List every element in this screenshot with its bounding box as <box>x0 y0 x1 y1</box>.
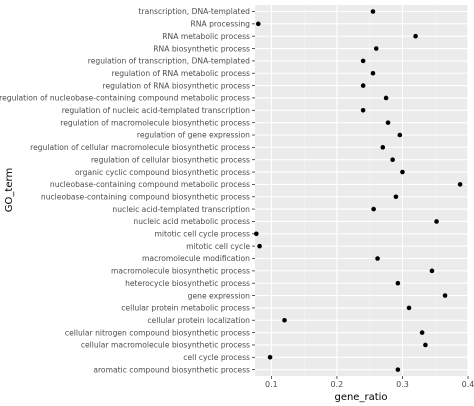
y-tick-label: transcription, DNA-templated <box>138 7 250 16</box>
data-point <box>360 108 366 113</box>
y-tick-label: mitotic cell cycle process <box>154 230 250 239</box>
y-tick-label: cellular macromolecule biosynthetic proc… <box>81 341 250 350</box>
y-tick-label: regulation of nucleobase-containing comp… <box>0 94 250 103</box>
y-tick-label: nucleobase-containing compound biosynthe… <box>41 192 250 201</box>
y-tick-label: RNA processing <box>191 20 251 29</box>
y-tick-label: cellular protein localization <box>147 316 250 325</box>
data-point <box>395 280 401 286</box>
y-tick-label: regulation of nucleic acid-templated tra… <box>62 106 250 115</box>
data-point <box>370 70 376 76</box>
data-point <box>254 231 259 237</box>
data-point <box>400 169 405 175</box>
minor-gridlines <box>303 5 436 376</box>
data-point <box>397 132 403 138</box>
data-point <box>393 194 399 200</box>
y-tick-label: gene expression <box>188 291 251 300</box>
data-point <box>423 342 428 348</box>
data-point <box>429 268 435 274</box>
y-tick-label: regulation of transcription, DNA-templat… <box>88 57 250 66</box>
data-point <box>442 293 448 298</box>
y-tick-label: nucleobase-containing compound metabolic… <box>50 180 250 189</box>
data-point <box>257 243 262 249</box>
data-point <box>375 256 380 261</box>
data-point <box>406 305 412 311</box>
y-axis-ticks: transcription, DNA-templated RNA processi… <box>0 7 255 374</box>
x-tick-label: 0.3 <box>396 380 409 389</box>
data-point <box>419 330 425 335</box>
y-tick-label: RNA metabolic process <box>162 32 250 41</box>
data-point <box>413 33 418 39</box>
y-tick-label: regulation of gene expression <box>137 131 250 140</box>
y-tick-label: macromolecule modification <box>142 254 250 263</box>
data-point <box>395 367 401 372</box>
data-point <box>282 317 287 323</box>
data-point <box>360 83 366 88</box>
y-tick-label: regulation of cellular biosynthetic proc… <box>91 155 250 164</box>
data-point <box>457 182 463 187</box>
y-tick-label: nucleic acid-templated transcription <box>112 205 250 214</box>
y-tick-label: regulation of cellular macromolecule bio… <box>30 143 250 152</box>
plot-panel <box>255 5 468 376</box>
y-tick-label: mitotic cell cycle <box>186 242 250 251</box>
y-tick-label: cellular protein metabolic process <box>121 304 250 313</box>
data-point <box>385 120 391 125</box>
y-tick-label: RNA biosynthetic process <box>153 44 250 53</box>
x-tick-label: 0.4 <box>462 380 474 389</box>
data-point <box>267 355 273 360</box>
data-point <box>370 9 376 14</box>
data-point <box>373 46 379 51</box>
y-tick-label: aromatic compound biosynthetic process <box>93 365 250 374</box>
y-tick-label: nucleic acid metabolic process <box>133 217 250 226</box>
data-point <box>380 145 386 150</box>
data-points <box>254 9 463 372</box>
y-axis-title: GO_term <box>4 168 15 212</box>
y-tick-label: cell cycle process <box>183 353 250 362</box>
y-tick-label: heterocycle biosynthetic process <box>125 279 250 288</box>
data-point <box>255 21 261 27</box>
y-tick-label: organic cyclic compound biosynthetic pro… <box>75 168 250 177</box>
data-point <box>371 206 376 212</box>
major-gridlines <box>255 5 469 376</box>
data-point <box>383 95 389 101</box>
data-point <box>434 219 439 224</box>
x-axis-title: gene_ratio <box>334 392 387 403</box>
x-tick-label: 0.1 <box>265 380 278 389</box>
data-point <box>360 58 366 64</box>
x-tick-label: 0.2 <box>331 380 344 389</box>
y-tick-label: regulation of macromolecule biosynthetic… <box>60 118 250 127</box>
y-tick-label: regulation of RNA metabolic process <box>112 69 250 78</box>
y-tick-label: cellular nitrogen compound biosynthetic … <box>65 328 250 337</box>
x-axis-ticks: 0.1 0.2 0.3 0.4 <box>265 376 474 389</box>
y-tick-label: macromolecule biosynthetic process <box>111 267 250 276</box>
y-tick-label: regulation of RNA biosynthetic process <box>103 81 250 90</box>
data-point <box>390 157 395 162</box>
